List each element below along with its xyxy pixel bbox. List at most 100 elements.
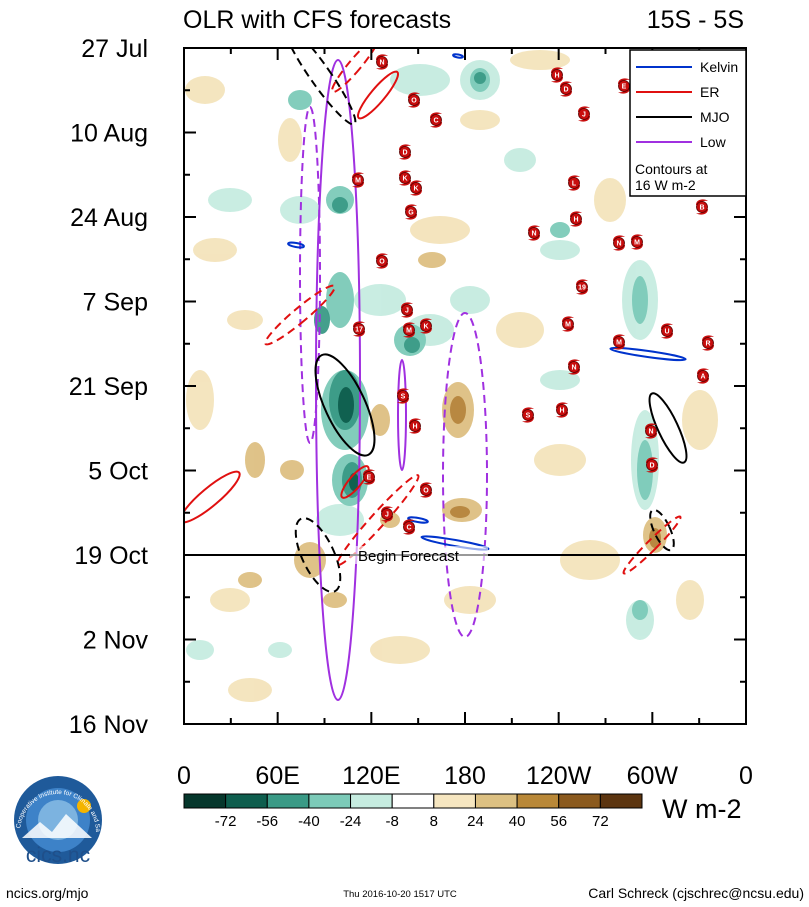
cyclone-icon: U (661, 323, 673, 339)
y-tick-label: 27 Jul (81, 35, 148, 63)
logo-text: cics.nc (26, 844, 90, 867)
legend: Kelvin ER MJO Low Contours at 16 W m-2 (629, 49, 747, 197)
footer-author: Carl Schreck (cjschrec@ncsu.edu) (588, 885, 804, 901)
storm-label: G (408, 210, 414, 217)
low-contour-2 (397, 359, 407, 471)
storm-label: M (634, 240, 640, 247)
colorbar-swatch (350, 793, 393, 809)
low-contour-dashed-1 (299, 106, 321, 444)
x-tick-label: 120W (526, 762, 592, 790)
storm-label: R (705, 341, 710, 348)
cyclone-icon: N (645, 423, 657, 439)
colorbar-label: 56 (550, 813, 567, 830)
legend-label-er: ER (700, 84, 719, 100)
y-tick-label: 19 Oct (74, 542, 148, 570)
cyclone-icon: N (376, 54, 388, 70)
cyclone-icon: L (568, 175, 580, 191)
cyclone-icon: J (578, 106, 590, 122)
storm-label: D (563, 87, 568, 94)
cyclone-icon: M (403, 322, 415, 338)
storm-label: S (401, 394, 406, 401)
contour-note-line2: 16 W m-2 (635, 177, 696, 193)
colorbar-swatch (183, 793, 227, 809)
storm-label: 19 (578, 285, 586, 292)
x-axis-labels: 0 60E 120E 180 120W 60W 0 (177, 762, 753, 790)
storm-label: O (423, 488, 429, 495)
storm-label: 17 (355, 327, 363, 334)
storm-label: N (616, 241, 621, 248)
colorbar-label: -56 (256, 813, 278, 830)
colorbar-label: -72 (215, 813, 237, 830)
storm-label: K (413, 186, 418, 193)
x-tick-label: 120E (342, 762, 400, 790)
x-tick-label: 0 (177, 762, 191, 790)
cyclone-icon: 19 (576, 279, 588, 295)
x-tick-label: 60E (255, 762, 299, 790)
cyclone-icon: H (409, 418, 421, 434)
cyclone-icon: M (352, 172, 364, 188)
cyclone-icon: J (401, 302, 413, 318)
storm-label: C (406, 525, 411, 532)
cyclone-icon: C (430, 112, 442, 128)
y-axis-labels: 27 Jul 10 Aug 24 Aug 7 Sep 21 Sep 5 Oct 19 Oct… (69, 35, 149, 739)
region-label: 15S - 5S (647, 6, 744, 34)
footer-timestamp: Thu 2016-10-20 1517 UTC (343, 889, 457, 900)
storm-label: H (554, 73, 559, 80)
cyclone-icon: K (410, 180, 422, 196)
colorbar-label: -8 (386, 813, 399, 830)
storm-label: N (571, 365, 576, 372)
storm-label: M (616, 340, 622, 347)
er-contour-dashed-3 (331, 48, 379, 94)
cyclone-icon: O (420, 482, 432, 498)
storm-label: M (406, 328, 412, 335)
colorbar-swatch (308, 793, 352, 809)
colorbar-swatch (558, 793, 601, 809)
storm-label: M (355, 178, 361, 185)
colorbar-label: -40 (298, 813, 320, 830)
low-contour-dashed-2 (442, 312, 488, 638)
cyclone-icon: E (618, 78, 630, 94)
storm-label: H (573, 217, 578, 224)
storm-label: E (622, 84, 627, 91)
storm-label: E (367, 475, 372, 482)
kelvin-contour-2 (420, 535, 490, 551)
mjo-contour-dashed-1 (294, 517, 342, 593)
storm-label: S (526, 413, 531, 420)
er-contour-dashed-1 (264, 284, 336, 346)
y-tick-label: 16 Nov (69, 711, 149, 739)
kelvin-contour-1 (609, 346, 687, 362)
storm-label: D (402, 150, 407, 157)
storm-label: N (531, 231, 536, 238)
cyclone-icon: A (697, 368, 709, 384)
colorbar-label: 72 (592, 813, 609, 830)
wave-contours (184, 48, 688, 701)
kelvin-contour-3 (407, 516, 429, 524)
cyclone-icon: M (562, 316, 574, 332)
mjo-contour-dashed-2 (649, 508, 675, 552)
er-contour-dashed-4 (622, 515, 682, 575)
x-tick-label: 60W (627, 762, 679, 790)
legend-label-mjo: MJO (700, 109, 730, 125)
storm-label: C (433, 118, 438, 125)
cyclone-icon: N (568, 359, 580, 375)
colorbar-label: 8 (430, 813, 438, 830)
y-tick-label: 5 Oct (88, 458, 148, 486)
storm-label: B (699, 205, 704, 212)
colorbar-swatch (266, 793, 310, 809)
colorbar-label: 24 (467, 813, 484, 830)
cyclone-icon: D (646, 457, 658, 473)
cyclone-icon: H (556, 402, 568, 418)
storm-label: O (411, 98, 417, 105)
storm-label: A (700, 374, 705, 381)
storm-label: L (572, 181, 577, 188)
colorbar-label: 40 (509, 813, 526, 830)
storm-label: K (423, 324, 428, 331)
storm-label: H (412, 424, 417, 431)
x-tick-label: 180 (444, 762, 486, 790)
mjo-contour-2 (648, 392, 688, 464)
contour-note-line1: Contours at (635, 161, 707, 177)
cyclone-icon: J (381, 506, 393, 522)
cyclone-icon: O (376, 253, 388, 269)
storm-label: H (559, 408, 564, 415)
